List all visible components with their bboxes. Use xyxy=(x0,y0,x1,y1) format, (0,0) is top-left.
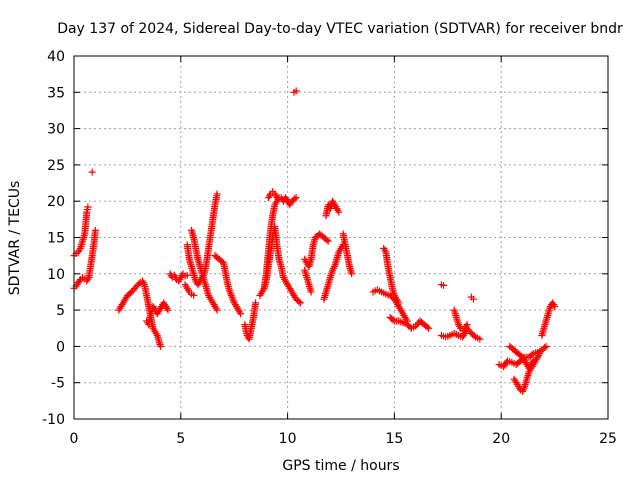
data-point xyxy=(190,292,198,300)
data-point xyxy=(295,298,303,306)
data-point xyxy=(425,324,433,332)
data-point xyxy=(213,190,221,198)
y-tick-label: 5 xyxy=(56,303,65,319)
series-e xyxy=(143,299,172,329)
data-point xyxy=(183,271,191,279)
data-point xyxy=(335,208,343,216)
series-m xyxy=(256,223,304,307)
data-point xyxy=(440,281,448,289)
data-point xyxy=(139,279,147,287)
series-v xyxy=(380,244,403,307)
data-point xyxy=(470,332,478,340)
data-point xyxy=(541,344,549,352)
plot-frame xyxy=(73,55,609,420)
y-tick-label: 15 xyxy=(47,231,65,247)
x-tick-label: 5 xyxy=(176,431,185,447)
data-point xyxy=(84,203,92,211)
x-tick-label: 15 xyxy=(385,431,403,447)
x-tick-label: 0 xyxy=(70,431,79,447)
data-point xyxy=(252,299,260,307)
data-point xyxy=(323,236,331,244)
y-tick-label: 0 xyxy=(56,339,65,355)
series-b xyxy=(70,226,99,292)
data-point xyxy=(84,275,92,283)
data-point xyxy=(237,310,245,318)
data-point xyxy=(273,194,281,202)
data-point xyxy=(476,335,484,343)
data-point xyxy=(292,87,300,95)
y-tick-label: -10 xyxy=(42,412,65,428)
y-tick-label: 35 xyxy=(47,85,65,101)
series-ad xyxy=(510,350,544,395)
x-tick-label: 10 xyxy=(279,431,297,447)
data-point xyxy=(164,306,172,314)
data-point xyxy=(292,194,300,202)
series-w xyxy=(386,313,433,332)
series-i xyxy=(181,281,198,300)
data-point xyxy=(265,192,273,200)
data-point xyxy=(291,195,299,203)
x-tick-label: 25 xyxy=(599,431,617,447)
data-point xyxy=(213,306,221,314)
series-h xyxy=(187,226,221,314)
series-z xyxy=(450,306,471,334)
y-tick-label: -5 xyxy=(51,376,65,392)
data-point xyxy=(519,387,527,395)
series-c xyxy=(88,168,96,176)
x-tick-label: 20 xyxy=(492,431,510,447)
y-tick-label: 30 xyxy=(47,122,65,138)
data-point xyxy=(551,302,559,310)
data-point xyxy=(536,350,544,358)
series-x xyxy=(437,281,448,289)
series-r xyxy=(320,241,347,303)
series-k xyxy=(241,299,260,343)
data-point xyxy=(348,270,356,278)
y-tick-label: 40 xyxy=(47,49,65,65)
series-f xyxy=(166,270,191,285)
data-point xyxy=(528,351,536,359)
data-point xyxy=(307,288,315,296)
series-t xyxy=(339,230,356,278)
data-point xyxy=(389,316,397,324)
data-point xyxy=(381,246,389,254)
chart-title: Day 137 of 2024, Sidereal Day-to-day VTE… xyxy=(57,21,623,37)
y-axis-label: SDTVAR / TECUs xyxy=(7,181,23,296)
data-point xyxy=(157,342,165,350)
data-point xyxy=(91,226,99,234)
data-point xyxy=(88,168,96,176)
series-j xyxy=(211,252,245,318)
x-axis-label: GPS time / hours xyxy=(282,458,399,474)
y-tick-label: 20 xyxy=(47,194,65,210)
axes: 0 5 10 15 20 25 -10 -5 0 5 10 15 20 25 30 35 40 xyxy=(42,49,617,447)
data-point xyxy=(463,321,471,329)
y-tick-label: 10 xyxy=(47,267,65,283)
series-q xyxy=(301,266,315,296)
series-aa xyxy=(467,293,477,303)
series-p xyxy=(301,230,332,271)
data-point xyxy=(75,277,83,285)
series-s xyxy=(322,197,343,220)
data-point xyxy=(519,386,527,394)
data-points xyxy=(70,87,559,395)
data-point xyxy=(296,299,304,307)
data-point xyxy=(135,280,143,288)
data-point xyxy=(469,295,477,303)
y-tick-label: 25 xyxy=(47,158,65,174)
data-point xyxy=(542,342,550,350)
data-point xyxy=(423,323,431,331)
series-y xyxy=(437,324,484,343)
data-point xyxy=(395,299,403,307)
series-n xyxy=(264,188,281,202)
data-point xyxy=(520,384,528,392)
series-o xyxy=(290,87,300,96)
series-ae xyxy=(538,299,559,340)
data-point xyxy=(324,237,332,245)
